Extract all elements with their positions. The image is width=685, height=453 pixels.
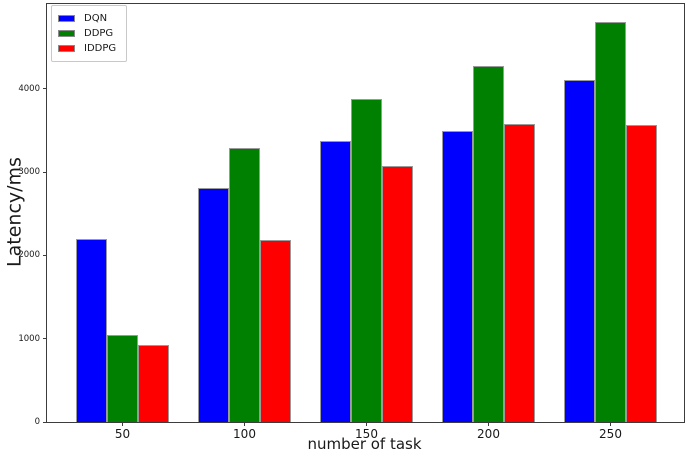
x-tick-mark xyxy=(366,422,367,426)
legend-swatch-dqn xyxy=(58,15,75,22)
x-tick-mark xyxy=(488,422,489,426)
legend-label-dqn: DQN xyxy=(84,12,108,24)
y-tick-label: 3000 xyxy=(18,166,40,177)
bar-dqn-100 xyxy=(198,187,229,422)
plot-area: DQN DDPG IDDPG 0 1000 2000 3000 4000 50 100 150 20… xyxy=(18,3,685,440)
y-tick-label: 0 xyxy=(34,416,40,427)
bar-ddpg-50 xyxy=(107,335,138,422)
bar-iddpg-250 xyxy=(626,124,657,422)
bar-ddpg-250 xyxy=(595,22,626,422)
y-tick-mark xyxy=(43,88,47,90)
bar-dqn-50 xyxy=(76,238,107,422)
legend-swatch-iddpg xyxy=(58,45,75,52)
bar-iddpg-200 xyxy=(504,123,535,422)
legend-item-iddpg: IDDPG xyxy=(58,41,116,56)
y-tick-label: 2000 xyxy=(18,250,40,261)
legend-label-ddpg: DDPG xyxy=(84,27,114,39)
legend-label-iddpg: IDDPG xyxy=(84,42,117,54)
legend-swatch-ddpg xyxy=(58,30,75,37)
bar-iddpg-100 xyxy=(260,240,291,422)
x-tick-label: 50 xyxy=(114,427,131,441)
x-tick-label: 150 xyxy=(355,427,378,441)
bar-ddpg-150 xyxy=(351,98,382,422)
legend-item-dqn: DQN xyxy=(58,11,116,26)
y-tick-label: 4000 xyxy=(18,83,40,94)
legend: DQN DDPG IDDPG xyxy=(51,5,128,62)
bar-dqn-250 xyxy=(564,80,595,422)
bar-iddpg-150 xyxy=(382,166,413,422)
bar-dqn-200 xyxy=(442,131,473,422)
bar-ddpg-200 xyxy=(473,66,504,422)
bar-iddpg-50 xyxy=(138,344,169,422)
legend-item-ddpg: DDPG xyxy=(58,26,116,41)
bar-ddpg-100 xyxy=(229,147,260,422)
x-tick-mark xyxy=(122,422,123,426)
y-tick-mark xyxy=(43,421,47,423)
x-tick-mark xyxy=(610,422,611,426)
y-tick-mark xyxy=(43,171,47,173)
y-tick-mark xyxy=(43,254,47,256)
bar-dqn-150 xyxy=(320,141,351,422)
x-axis-label: number of task xyxy=(307,435,422,453)
x-tick-label: 250 xyxy=(599,427,622,441)
y-tick-mark xyxy=(43,338,47,340)
y-axis-label: Latency/ms xyxy=(3,157,26,267)
y-tick-label: 1000 xyxy=(18,333,40,344)
x-tick-label: 100 xyxy=(233,427,256,441)
x-tick-mark xyxy=(244,422,245,426)
x-tick-label: 200 xyxy=(477,427,500,441)
